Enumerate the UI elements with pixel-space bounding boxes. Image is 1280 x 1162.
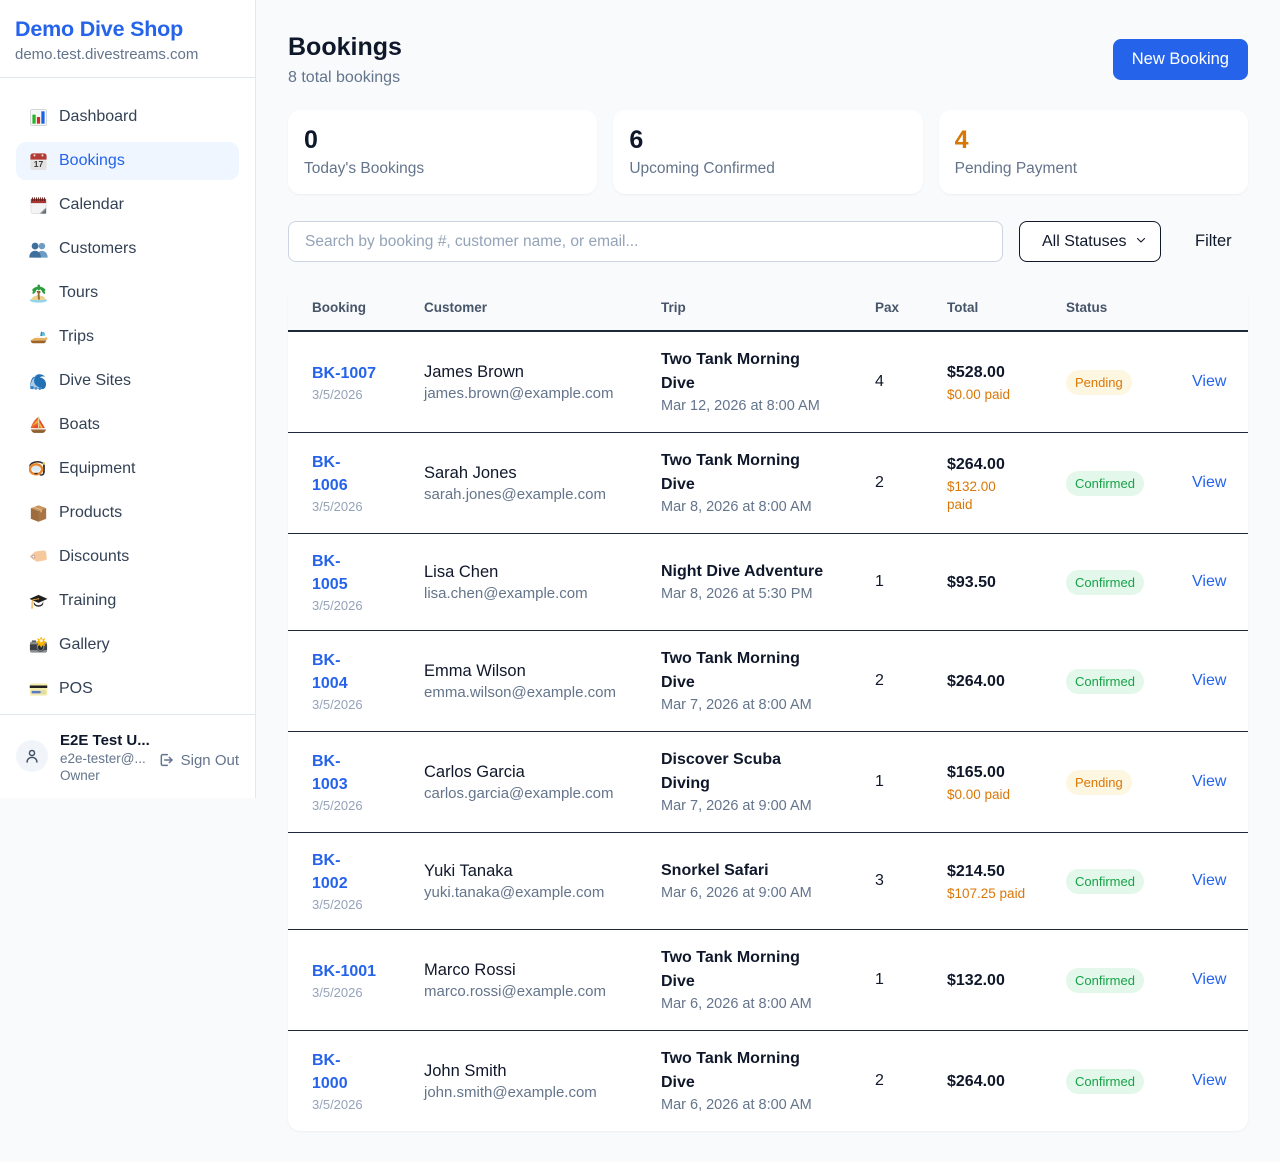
svg-text:17: 17 bbox=[33, 159, 43, 169]
